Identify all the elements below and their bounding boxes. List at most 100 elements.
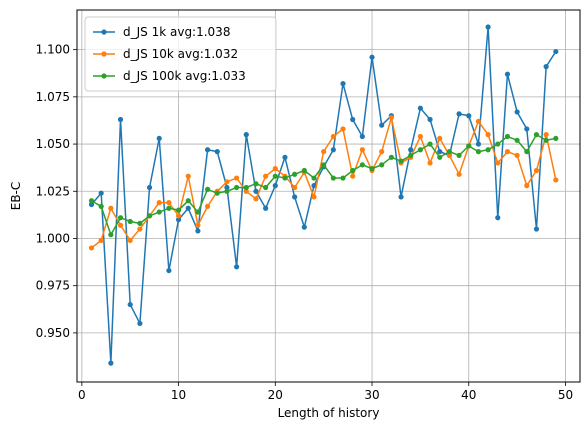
series-1-point <box>408 147 414 153</box>
series-2-point <box>137 226 143 232</box>
y-tick-label: 0.950 <box>36 326 70 340</box>
series-3-point <box>166 205 172 211</box>
series-layer <box>88 24 559 366</box>
x-tick-label: 30 <box>364 388 379 402</box>
series-3-point <box>253 181 259 187</box>
series-3-point <box>350 167 356 174</box>
series-1-point <box>272 183 278 189</box>
series-3-point <box>437 154 443 160</box>
series-2-point <box>446 152 453 159</box>
series-3-point <box>446 149 453 155</box>
series-3-point <box>137 220 143 226</box>
series-3-point <box>175 207 182 213</box>
series-3-point <box>243 184 249 191</box>
series-2-point <box>330 133 336 140</box>
series-2-point <box>340 126 346 132</box>
series-1-point <box>127 301 133 308</box>
series-3-point <box>204 186 211 192</box>
series-2-point <box>533 167 540 174</box>
series-3-point <box>330 175 336 181</box>
series-1-point <box>524 126 530 132</box>
series-2-point <box>311 194 317 200</box>
series-1-point <box>311 183 317 189</box>
series-3-point <box>272 173 278 179</box>
series-2-point <box>234 175 240 181</box>
series-2-point <box>127 237 133 243</box>
series-2-point <box>98 237 104 243</box>
series-3 <box>88 132 559 238</box>
series-1-point <box>214 149 220 155</box>
y-tick-label: 0.975 <box>36 279 70 293</box>
legend-label: d_JS 1k avg:1.038 <box>123 25 230 39</box>
series-3-point <box>224 188 230 194</box>
series-2-point <box>185 173 191 179</box>
series-1-point <box>301 224 307 230</box>
series-1-point <box>485 24 491 30</box>
legend-swatch-marker <box>101 73 107 79</box>
series-3-point <box>282 175 288 181</box>
series-3-point <box>88 198 95 204</box>
series-1-point <box>466 113 472 119</box>
series-1-point <box>398 194 404 200</box>
series-1-point <box>495 215 501 221</box>
series-2-point <box>204 203 211 209</box>
series-3-point <box>524 149 530 155</box>
y-tick-label: 1.000 <box>36 231 70 245</box>
y-tick-label: 1.025 <box>36 184 70 198</box>
series-1-point <box>369 54 375 60</box>
x-tick-label: 40 <box>461 388 476 402</box>
y-tick-label: 1.050 <box>36 137 70 151</box>
series-3-point <box>543 137 549 143</box>
series-3-point <box>533 132 540 138</box>
series-1-point <box>533 226 540 232</box>
series-3-point <box>292 171 298 177</box>
series-2-point <box>417 133 423 140</box>
series-2-point <box>253 196 259 202</box>
series-3-point <box>417 147 423 153</box>
series-1-point <box>437 149 443 155</box>
series-1-point <box>350 116 356 123</box>
series-1-point <box>117 116 124 123</box>
series-3-point <box>475 149 482 155</box>
series-2-point <box>514 152 520 159</box>
series-2-point <box>485 132 491 138</box>
series-2-point <box>379 149 385 155</box>
series-1-point <box>282 154 288 160</box>
series-2-point <box>175 213 182 219</box>
series-2-point <box>359 147 365 153</box>
series-1-point <box>195 228 201 234</box>
series-1-point <box>475 141 482 147</box>
series-1-point <box>234 264 240 270</box>
series-2-point <box>475 118 482 125</box>
series-2-point <box>88 245 95 251</box>
series-2-point <box>263 173 269 179</box>
x-axis-label: Length of history <box>278 406 380 420</box>
series-2-point <box>553 177 559 183</box>
series-3-point <box>234 184 240 191</box>
ticks: 0 10 20 30 40 50 0.950 0.975 1.000 1.025 1.050 1.07… <box>36 43 573 402</box>
series-3-point <box>369 166 375 172</box>
series-1-point <box>504 71 511 77</box>
series-3-point <box>379 162 385 168</box>
series-2-point <box>156 200 162 206</box>
series-1-point <box>146 184 153 191</box>
x-tick-label: 20 <box>268 388 283 402</box>
series-3-point <box>388 154 394 160</box>
series-3-point <box>127 218 133 225</box>
series-2-point <box>272 166 278 172</box>
series-1-point <box>379 122 385 128</box>
plot-frame <box>76 9 581 383</box>
series-1-point <box>204 147 211 153</box>
series-1-point <box>175 217 182 223</box>
x-tick-label: 10 <box>171 388 186 402</box>
series-3-point <box>156 209 162 215</box>
series-2-point <box>427 160 433 166</box>
series-1-point <box>253 188 259 194</box>
series-3-point <box>146 213 153 219</box>
series-2-point <box>224 179 230 185</box>
series-1-point <box>88 201 95 208</box>
series-2-point <box>543 132 549 138</box>
series-1-point <box>166 267 172 274</box>
series-3-point <box>108 232 114 238</box>
